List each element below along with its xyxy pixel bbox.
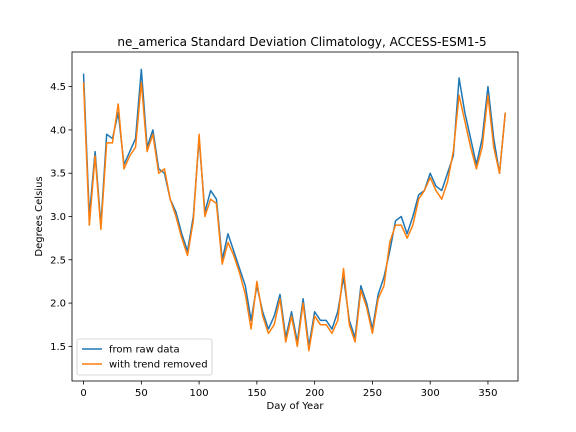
y-tick-label: 2.5 xyxy=(50,255,66,266)
x-tick-label: 100 xyxy=(190,388,209,399)
x-tick-label: 350 xyxy=(478,388,497,399)
series-line-1 xyxy=(82,68,507,348)
legend: from raw data with trend removed xyxy=(76,338,213,376)
y-tick-label: 1.5 xyxy=(50,342,66,353)
y-tick-label: 2.0 xyxy=(50,299,66,310)
legend-label-2: with trend removed xyxy=(109,360,208,371)
y-tick-label: 3.0 xyxy=(50,212,66,223)
legend-label-1: from raw data xyxy=(109,345,180,356)
y-tick-label: 4.0 xyxy=(50,125,66,136)
x-tick-label: 200 xyxy=(305,388,324,399)
chart-title: ne_america Standard Deviation Climatolog… xyxy=(117,35,486,49)
y-axis: 1.5 2.0 2.5 3.0 3.5 4.0 4.5 xyxy=(50,82,72,353)
x-tick-label: 50 xyxy=(135,388,148,399)
series-line-2 xyxy=(82,81,507,352)
x-axis-label: Day of Year xyxy=(267,401,325,412)
y-tick-label: 4.5 xyxy=(50,82,66,93)
x-tick-label: 300 xyxy=(421,388,440,399)
x-axis: 0 50 100 150 200 250 300 350 xyxy=(80,381,498,399)
y-tick-label: 3.5 xyxy=(50,169,66,180)
legend-box xyxy=(76,338,213,376)
x-tick-label: 250 xyxy=(363,388,382,399)
y-axis-label: Degrees Celsius xyxy=(34,176,45,256)
x-tick-label: 0 xyxy=(80,388,86,399)
x-tick-label: 150 xyxy=(247,388,266,399)
